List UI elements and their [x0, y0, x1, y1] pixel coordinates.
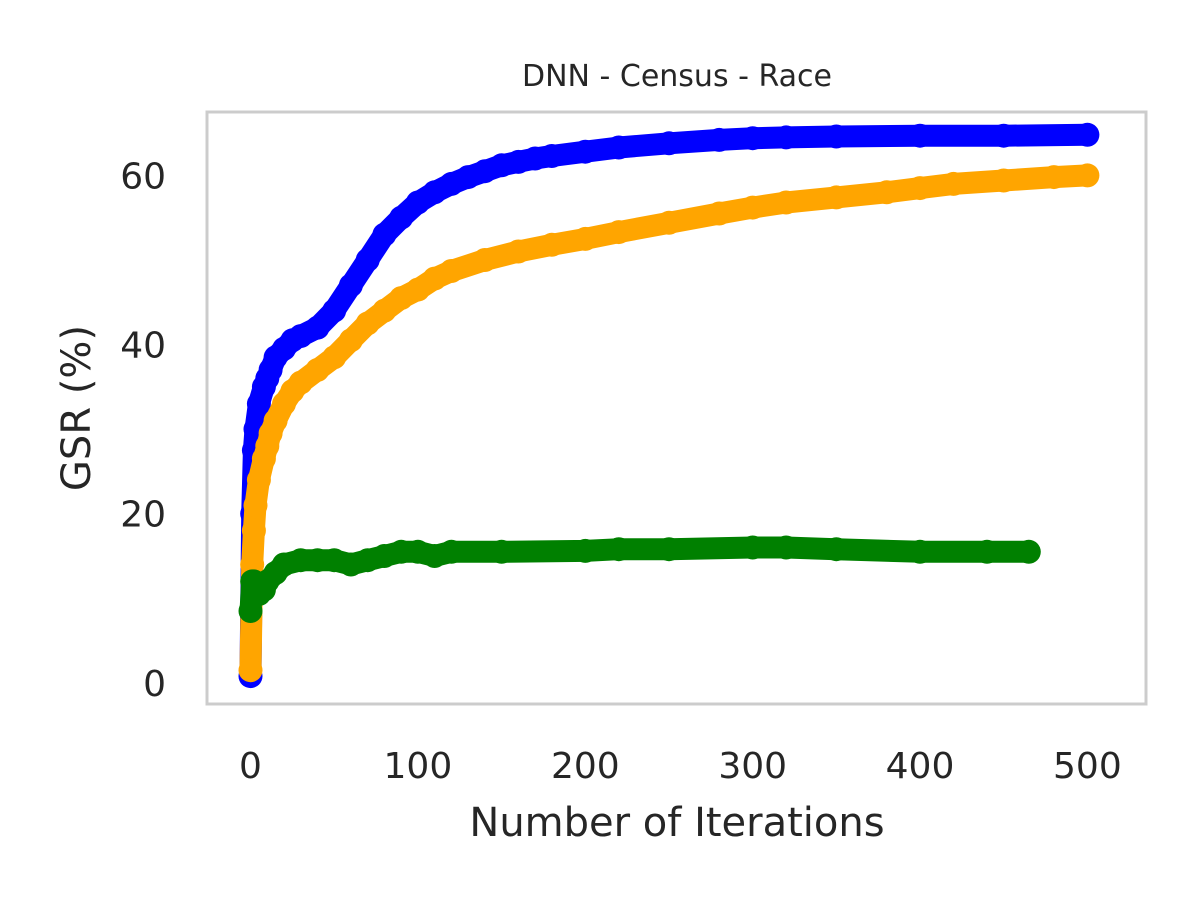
data-point — [606, 135, 631, 160]
data-point — [908, 176, 932, 201]
data-point — [238, 658, 263, 683]
y-tick-label: 20 — [120, 495, 166, 536]
data-point — [241, 518, 266, 543]
data-point — [246, 467, 271, 492]
data-point — [707, 127, 732, 152]
data-point — [389, 539, 414, 564]
data-point — [657, 210, 681, 235]
x-tick-label: 200 — [551, 746, 620, 787]
data-point — [824, 185, 849, 210]
x-tick-label: 0 — [239, 746, 262, 787]
y-tick-label: 40 — [120, 326, 166, 367]
x-tick-label: 300 — [718, 746, 787, 787]
data-point — [355, 311, 380, 336]
x-axis-label: Number of Iterations — [469, 800, 884, 846]
data-point — [305, 357, 330, 382]
data-point — [1075, 122, 1100, 147]
data-point — [372, 222, 397, 247]
data-point — [305, 315, 330, 340]
data-point — [573, 538, 598, 563]
data-point — [606, 220, 631, 245]
y-axis-label: GSR (%) — [54, 325, 100, 491]
x-tick-label: 100 — [384, 746, 453, 787]
data-point — [774, 535, 799, 560]
data-point — [439, 259, 464, 283]
data-point — [506, 239, 531, 264]
data-point — [707, 201, 732, 226]
data-point — [1016, 539, 1041, 564]
series-1 — [238, 163, 1100, 683]
data-point — [975, 539, 999, 564]
data-point — [539, 144, 564, 168]
data-point — [472, 248, 497, 272]
data-point — [774, 190, 799, 215]
y-axis-ticks: 0 20 40 60 — [120, 156, 166, 705]
data-point — [908, 539, 932, 564]
plot-area-frame — [205, 110, 1148, 706]
data-point — [991, 168, 1016, 193]
data-point — [489, 539, 514, 564]
data-point — [941, 171, 966, 196]
y-tick-label: 60 — [120, 156, 166, 197]
data-point — [740, 126, 765, 151]
data-point — [740, 535, 765, 560]
data-point — [1075, 163, 1100, 188]
data-point — [288, 548, 313, 573]
data-point — [740, 195, 765, 220]
data-point — [372, 298, 397, 323]
chart-title: DNN - Census - Race — [522, 59, 832, 94]
data-point — [305, 548, 330, 573]
data-point — [824, 537, 849, 562]
data-point — [539, 232, 564, 257]
data-point — [355, 248, 380, 272]
series-layer — [238, 122, 1100, 689]
data-point — [573, 139, 598, 164]
data-point — [288, 370, 313, 395]
data-point — [573, 226, 598, 251]
data-point — [338, 328, 363, 353]
x-tick-label: 500 — [1053, 746, 1122, 787]
data-point — [322, 298, 347, 323]
x-tick-label: 400 — [886, 746, 955, 787]
series-2 — [238, 535, 1041, 623]
data-point — [824, 124, 849, 149]
y-tick-label: 0 — [143, 664, 166, 705]
data-point — [439, 539, 464, 564]
data-point — [606, 537, 631, 562]
data-point — [322, 345, 347, 370]
data-point — [243, 493, 268, 518]
data-point — [991, 123, 1016, 148]
data-point — [389, 205, 414, 230]
data-point — [774, 125, 799, 150]
data-point — [908, 123, 932, 148]
data-point — [657, 131, 681, 156]
data-point — [874, 180, 899, 205]
data-point — [1041, 165, 1066, 190]
data-point — [338, 273, 363, 298]
data-point — [657, 537, 681, 562]
series-0 — [238, 122, 1100, 689]
x-axis-ticks: 0 100 200 300 400 500 — [239, 746, 1122, 787]
